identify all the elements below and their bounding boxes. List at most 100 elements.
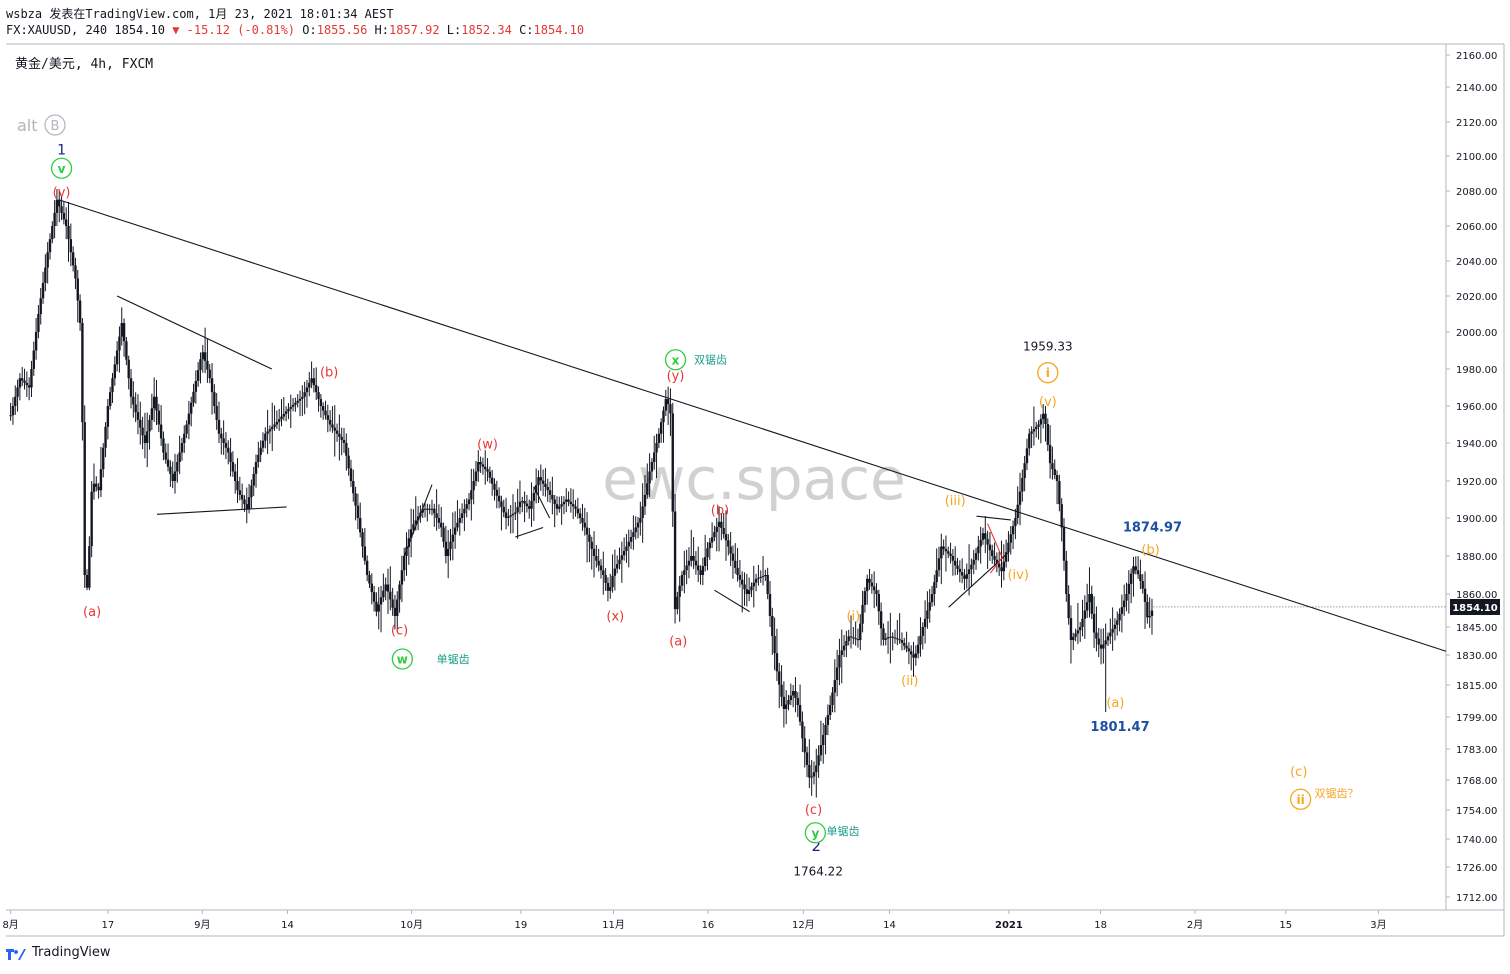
- candle: [863, 587, 867, 613]
- candle: [69, 223, 73, 267]
- candle: [90, 480, 93, 558]
- candle: [648, 453, 651, 497]
- candle: [856, 628, 860, 648]
- candle: [88, 536, 91, 591]
- candle: [146, 412, 149, 468]
- low-value: 1852.34: [461, 23, 512, 37]
- candle: [1025, 438, 1029, 471]
- candle: [949, 542, 952, 564]
- y-tick-label: 1815.00: [1456, 681, 1497, 692]
- candle: [1072, 632, 1075, 651]
- candle: [1136, 556, 1140, 579]
- candle: [354, 486, 357, 521]
- candle: [486, 458, 489, 482]
- candle: [731, 545, 735, 579]
- candle: [928, 589, 931, 623]
- candle: [514, 502, 517, 521]
- candle: [252, 466, 255, 496]
- candle: [192, 383, 195, 407]
- tradingview-logo[interactable]: TradingView: [6, 945, 111, 960]
- candle: [115, 341, 119, 372]
- candle: [1030, 426, 1033, 448]
- candle: [467, 493, 471, 511]
- candle: [963, 568, 966, 591]
- x-tick-label: 19: [515, 920, 528, 931]
- candle: [266, 409, 269, 454]
- candle: [1069, 605, 1073, 664]
- candle: [935, 548, 938, 588]
- candle: [967, 544, 971, 596]
- candle: [910, 645, 913, 671]
- candle: [477, 450, 480, 482]
- candle: [372, 585, 376, 612]
- candle: [421, 503, 424, 519]
- last-price-label: 1854.10: [1452, 603, 1498, 614]
- candle: [449, 528, 452, 561]
- candle: [291, 398, 295, 412]
- candle: [565, 488, 568, 513]
- candle: [321, 402, 325, 420]
- candle: [771, 607, 774, 655]
- candle: [516, 488, 519, 539]
- candle: [979, 526, 982, 564]
- x-tick-label: 17: [101, 920, 114, 931]
- candle: [21, 366, 24, 387]
- x-tick-label: 9月: [194, 919, 210, 931]
- wave-label: (a): [1106, 696, 1124, 711]
- trendline: [976, 515, 1011, 521]
- candle: [780, 665, 783, 707]
- candle: [870, 573, 874, 594]
- candle: [102, 443, 105, 478]
- wave-label: (a): [83, 605, 101, 620]
- candle: [377, 587, 380, 630]
- candle: [940, 533, 943, 585]
- candle: [641, 483, 644, 543]
- candle: [500, 495, 503, 531]
- candle: [1150, 598, 1154, 635]
- candle: [789, 683, 793, 706]
- candle: [995, 552, 999, 573]
- price-change: -15.12 (-0.81%): [186, 23, 296, 37]
- candle: [877, 589, 880, 625]
- candle: [1000, 540, 1003, 588]
- candle: [460, 503, 464, 524]
- candle: [405, 532, 408, 576]
- high-value: 1857.92: [388, 23, 440, 37]
- wave-circle-label: y: [811, 826, 819, 840]
- candle: [659, 418, 663, 443]
- candle: [187, 400, 191, 440]
- candle: [889, 612, 892, 664]
- candle: [104, 422, 107, 458]
- candle: [27, 377, 31, 401]
- candle: [805, 746, 809, 778]
- wave-label: (v): [1039, 395, 1057, 410]
- candle: [453, 511, 457, 549]
- candle: [599, 559, 603, 579]
- candle: [240, 483, 244, 509]
- candle: [426, 503, 429, 522]
- candle: [655, 433, 658, 479]
- candle: [83, 405, 86, 588]
- candle: [1046, 418, 1050, 452]
- candle: [539, 464, 542, 491]
- candle: [1035, 421, 1038, 438]
- candle: [729, 532, 732, 567]
- candle: [944, 535, 948, 572]
- candle: [233, 463, 237, 494]
- candle: [363, 528, 367, 565]
- candle: [125, 336, 128, 366]
- candle: [738, 559, 742, 588]
- x-tick-label: 18: [1094, 920, 1107, 931]
- candle: [229, 438, 232, 477]
- candle: [530, 482, 533, 527]
- candle: [472, 468, 475, 505]
- symbol-label[interactable]: 黄金/美元, 4h, FXCM: [15, 57, 154, 72]
- candle: [828, 695, 832, 720]
- candle: [271, 402, 274, 452]
- candle: [1009, 526, 1012, 555]
- candle: [23, 368, 26, 390]
- candle: [435, 489, 438, 531]
- x-tick-label: 15: [1279, 920, 1292, 931]
- candle: [335, 423, 339, 442]
